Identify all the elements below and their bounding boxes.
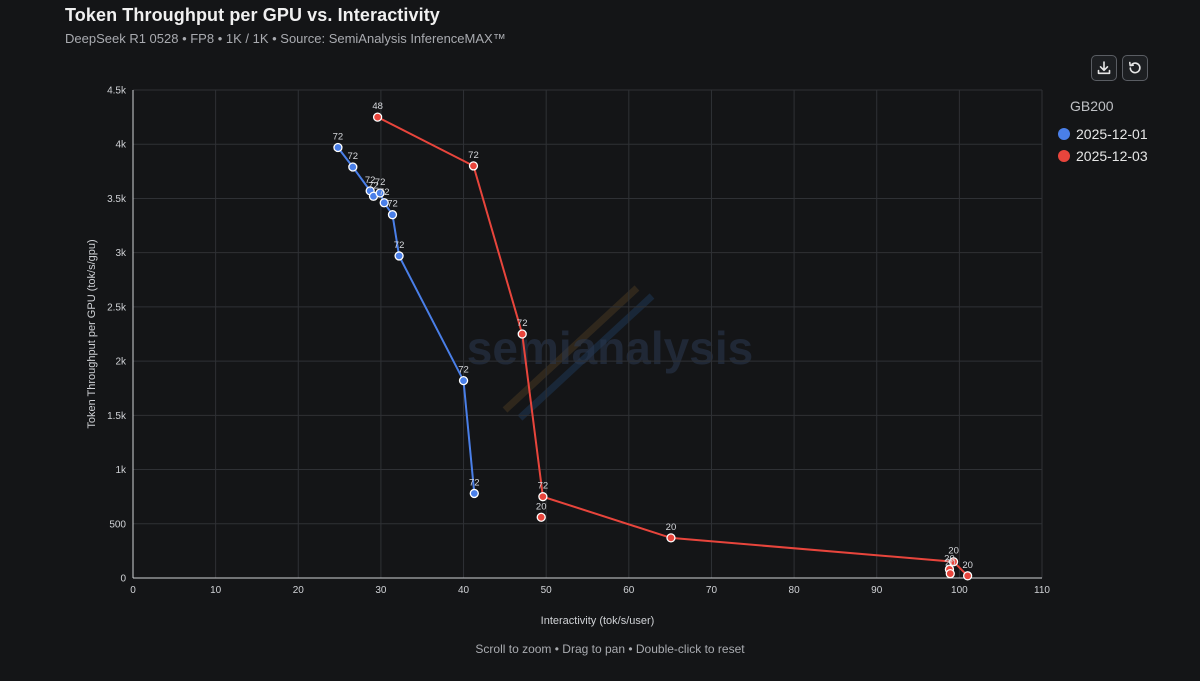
data-point-label: 72 [333, 131, 344, 142]
data-point[interactable] [962, 571, 973, 581]
y-tick-label: 2.5k [107, 302, 127, 313]
data-point[interactable] [387, 210, 398, 220]
series-line [337, 146, 476, 494]
data-point-label: 72 [538, 481, 549, 492]
data-point-label: 72 [365, 175, 376, 186]
data-point[interactable] [538, 492, 548, 502]
y-tick-label: 4k [115, 140, 127, 151]
download-icon [1097, 61, 1111, 75]
legend-title: GB200 [1070, 98, 1114, 114]
data-point-label: 72 [458, 365, 469, 376]
y-tick-label: 2k [115, 357, 127, 368]
x-tick-label: 80 [789, 585, 801, 596]
data-point-label: 20 [948, 546, 959, 557]
y-tick-label: 1k [115, 465, 127, 476]
y-axis-label: Token Throughput per GPU (tok/s/gpu) [86, 239, 98, 428]
data-point-label: 20 [536, 501, 547, 512]
x-tick-label: 10 [210, 585, 222, 596]
data-point-label: 48 [372, 101, 383, 112]
watermark-logo: semianalysis [467, 285, 753, 421]
data-point-label: 72 [469, 477, 480, 488]
x-tick-label: 30 [375, 585, 387, 596]
data-point-label: 72 [387, 199, 398, 210]
reset-icon [1129, 61, 1141, 74]
y-tick-label: 1.5k [107, 411, 127, 422]
data-point[interactable] [536, 512, 546, 522]
data-point[interactable] [469, 488, 479, 499]
x-tick-label: 60 [623, 585, 635, 596]
data-point[interactable] [394, 251, 404, 261]
x-tick-label: 90 [871, 585, 883, 596]
download-button[interactable] [1091, 55, 1117, 81]
data-point-label: 72 [468, 150, 479, 161]
chart-subtitle: DeepSeek R1 0528 • FP8 • 1K / 1K • Sourc… [65, 31, 506, 46]
data-point-label: 72 [394, 240, 405, 251]
legend-label: 2025-12-03 [1076, 148, 1148, 164]
data-point[interactable] [372, 112, 383, 122]
y-tick-label: 4.5k [107, 86, 127, 97]
data-point[interactable] [375, 188, 385, 198]
y-tick-label: 3k [115, 248, 127, 259]
y-tick-label: 3.5k [107, 194, 127, 205]
x-tick-label: 50 [541, 585, 553, 596]
data-point-label: 72 [348, 151, 359, 162]
x-tick-label: 40 [458, 585, 470, 596]
data-point-label: 20 [945, 558, 956, 569]
data-point-label: 72 [517, 318, 528, 329]
data-point-label: 72 [368, 180, 379, 191]
chart-legend: GB200 2025-12-01 2025-12-03 [1058, 98, 1148, 170]
data-point[interactable] [458, 375, 469, 386]
data-point-label: 72 [375, 177, 386, 188]
watermark-text: semianalysis [467, 322, 753, 374]
x-axis-label: Interactivity (tok/s/user) [541, 615, 655, 627]
x-tick-label: 0 [130, 585, 136, 596]
data-point[interactable] [948, 557, 959, 567]
data-point[interactable] [468, 161, 479, 171]
data-point[interactable] [666, 533, 676, 543]
chart-title: Token Throughput per GPU vs. Interactivi… [65, 5, 440, 25]
legend-item-2025-12-01[interactable]: 2025-12-01 [1058, 126, 1148, 142]
data-point-label: 20 [944, 553, 955, 564]
data-point[interactable] [517, 329, 527, 339]
y-tick-label: 500 [109, 519, 126, 530]
data-point[interactable] [333, 142, 343, 153]
interaction-hint: Scroll to zoom • Drag to pan • Double-cl… [475, 642, 745, 656]
legend-swatch [1058, 128, 1070, 140]
data-point-label: 20 [666, 522, 677, 533]
legend-item-2025-12-03[interactable]: 2025-12-03 [1058, 148, 1148, 164]
data-point-label: 20 [962, 560, 973, 571]
legend-swatch [1058, 150, 1070, 162]
x-tick-label: 110 [1034, 585, 1050, 596]
data-point[interactable] [348, 162, 358, 172]
x-tick-label: 100 [951, 585, 968, 596]
data-point[interactable] [379, 198, 389, 208]
y-tick-label: 0 [120, 574, 126, 585]
data-point[interactable] [945, 569, 955, 579]
axes: 0 10 20 30 40 50 60 70 80 90 100 110 0 500 1k 1.5k 2k 2.5… [107, 86, 1050, 597]
x-tick-label: 70 [706, 585, 718, 596]
legend-label: 2025-12-01 [1076, 126, 1148, 142]
data-point-label: 72 [379, 187, 390, 198]
reset-zoom-button[interactable] [1122, 55, 1148, 81]
x-tick-label: 20 [293, 585, 305, 596]
